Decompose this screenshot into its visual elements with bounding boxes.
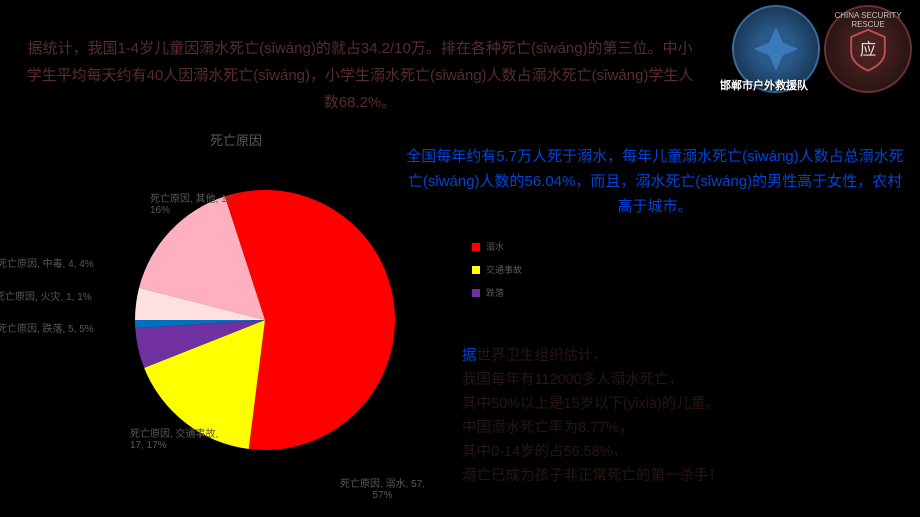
- national-stats-paragraph: 全国每年约有5.7万人死于溺水，每年儿童溺水死亡(sǐwáng)人数占总溺水死亡…: [405, 145, 905, 219]
- chart-legend: 溺水交通事故跌落: [472, 240, 522, 299]
- who-line3: 其中50%以上是15岁以下(yǐxià)的儿童。: [462, 393, 902, 417]
- chart-title: 死亡原因: [210, 130, 262, 149]
- legend-label: 跌落: [486, 286, 504, 299]
- who-line1: 世界卫生组织估计，: [477, 348, 608, 364]
- pie-label-中毒: 死亡原因, 中毒, 4, 4%: [0, 255, 94, 270]
- legend-label: 溺水: [486, 240, 504, 253]
- pie-label-交通事故: 死亡原因, 交通事故,17, 17%: [130, 425, 218, 451]
- rescue-team-badge: 邯郸市户外救援队: [732, 5, 820, 93]
- legend-item-交通事故: 交通事故: [472, 263, 522, 276]
- pie-label-其他: 死亡原因, 其他, 16,16%: [150, 190, 235, 216]
- shield-icon: 应: [844, 25, 892, 73]
- pie-label-火灾: 死亡原因, 火灾, 1, 1%: [0, 288, 92, 303]
- pie-label-溺水: 死亡原因, 溺水, 57,57%: [340, 475, 425, 501]
- top-statistics-paragraph: 据统计，我国1-4岁儿童因溺水死亡(sǐwáng)的就占34.2/10万。排在各…: [20, 35, 700, 116]
- legend-label: 交通事故: [486, 263, 522, 276]
- who-line6: 溺亡已成为孩子非正常死亡的第一杀手！: [462, 465, 902, 489]
- svg-text:应: 应: [860, 40, 876, 59]
- legend-item-溺水: 溺水: [472, 240, 522, 253]
- legend-swatch: [472, 289, 480, 297]
- who-line5: 其中0-14岁的占56.58%，: [462, 441, 902, 465]
- legend-swatch: [472, 243, 480, 251]
- pie-label-跌落: 死亡原因, 跌落, 5, 5%: [0, 320, 94, 335]
- who-line2: 我国每年有112000多人溺水死亡，: [462, 369, 902, 393]
- badge2-top-text: CHINA SECURITY RESCUE: [826, 11, 910, 29]
- legend-item-跌落: 跌落: [472, 286, 522, 299]
- who-stats-block: 据世界卫生组织估计， 我国每年有112000多人溺水死亡， 其中50%以上是15…: [462, 345, 902, 489]
- security-rescue-badge: CHINA SECURITY RESCUE 应: [824, 5, 912, 93]
- who-line4: 中国溺水死亡率为8.77%，: [462, 417, 902, 441]
- legend-swatch: [472, 266, 480, 274]
- who-prefix: 据: [462, 348, 477, 364]
- badge-row: 邯郸市户外救援队 CHINA SECURITY RESCUE 应: [732, 5, 912, 93]
- badge1-label: 邯郸市户外救援队: [720, 77, 808, 93]
- death-cause-pie-chart: 死亡原因, 溺水, 57,57%死亡原因, 交通事故,17, 17%死亡原因, …: [105, 160, 425, 480]
